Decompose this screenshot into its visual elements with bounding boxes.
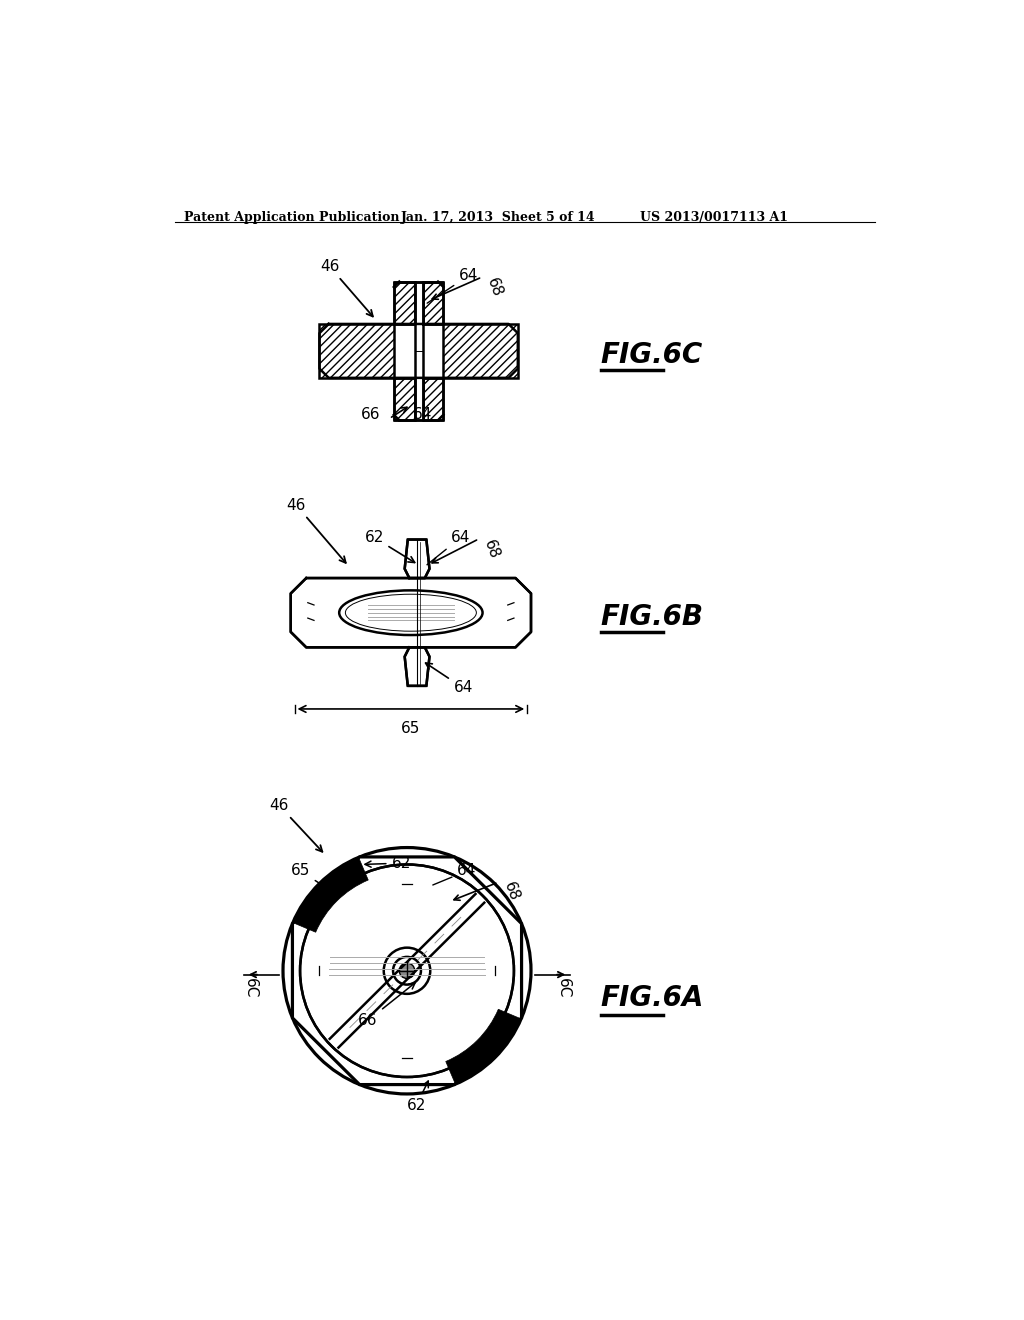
- Text: 64: 64: [427, 268, 478, 304]
- Text: 68: 68: [484, 276, 505, 300]
- Circle shape: [393, 957, 421, 985]
- Text: 64: 64: [427, 529, 471, 565]
- Text: 46: 46: [287, 498, 346, 562]
- Text: 62: 62: [365, 855, 411, 871]
- Text: 68: 68: [502, 880, 522, 903]
- Polygon shape: [394, 378, 415, 420]
- Wedge shape: [445, 1010, 521, 1084]
- Text: 6C: 6C: [243, 978, 258, 999]
- Text: 65: 65: [401, 721, 421, 737]
- Text: 65: 65: [291, 863, 326, 887]
- Polygon shape: [423, 378, 443, 420]
- Polygon shape: [293, 857, 521, 1085]
- Circle shape: [300, 865, 514, 1077]
- Circle shape: [384, 948, 430, 994]
- Polygon shape: [394, 281, 415, 323]
- Text: FIG.6A: FIG.6A: [601, 983, 705, 1011]
- Text: 6C: 6C: [556, 978, 571, 999]
- Text: 64: 64: [433, 863, 477, 884]
- Polygon shape: [404, 540, 429, 578]
- Text: 46: 46: [319, 259, 373, 317]
- Circle shape: [399, 964, 415, 978]
- Text: 46: 46: [269, 797, 323, 851]
- Polygon shape: [443, 323, 518, 378]
- Circle shape: [283, 847, 531, 1094]
- Text: FIG.6B: FIG.6B: [601, 602, 703, 631]
- Polygon shape: [404, 647, 429, 686]
- Ellipse shape: [345, 594, 476, 631]
- Text: 62: 62: [407, 1081, 428, 1113]
- Ellipse shape: [339, 590, 482, 635]
- Text: Jan. 17, 2013  Sheet 5 of 14: Jan. 17, 2013 Sheet 5 of 14: [400, 211, 595, 224]
- Text: FIG.6C: FIG.6C: [601, 341, 703, 368]
- Text: 68: 68: [480, 539, 502, 561]
- Text: 66: 66: [360, 407, 380, 422]
- Polygon shape: [291, 578, 531, 647]
- Text: Patent Application Publication: Patent Application Publication: [183, 211, 399, 224]
- Wedge shape: [293, 858, 369, 932]
- Text: 64: 64: [426, 663, 473, 696]
- Text: US 2013/0017113 A1: US 2013/0017113 A1: [640, 211, 787, 224]
- Polygon shape: [415, 281, 423, 420]
- Polygon shape: [423, 281, 443, 323]
- Polygon shape: [319, 323, 394, 378]
- Text: 62: 62: [365, 529, 415, 562]
- Text: 66: 66: [358, 983, 415, 1028]
- Text: 64: 64: [413, 407, 432, 422]
